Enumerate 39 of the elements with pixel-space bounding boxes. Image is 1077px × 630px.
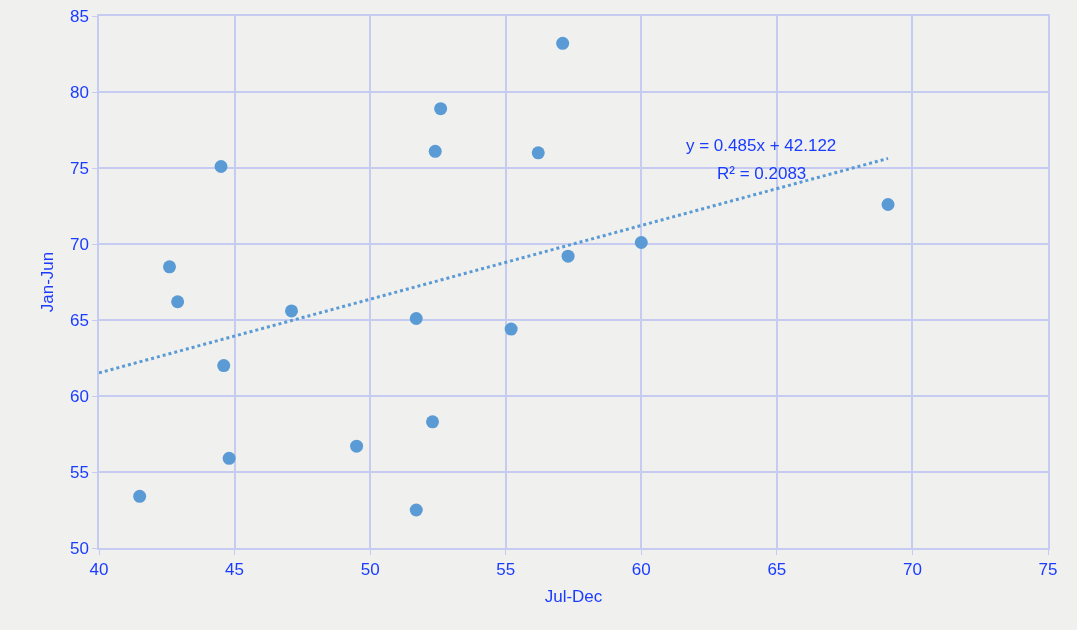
point (426, 415, 440, 429)
x-tick-label: 60 (631, 560, 651, 580)
y-tick-label: 75 (69, 158, 89, 178)
point (434, 102, 448, 116)
x-tick-label: 70 (902, 560, 922, 580)
y-tick-label: 65 (69, 310, 89, 330)
point (350, 439, 364, 453)
x-tick-label: 45 (225, 560, 245, 580)
point (163, 260, 176, 274)
x-tick-label: 50 (360, 560, 380, 580)
point (561, 249, 575, 263)
point (634, 235, 648, 249)
annotation: R² = 0.2083 (717, 164, 807, 183)
y-axis-title: Jan-Jun (37, 251, 57, 313)
x-axis-title: Jul-Dec (544, 587, 603, 607)
x-tick-label: 55 (496, 560, 516, 580)
x-tick-label: 75 (1038, 560, 1058, 580)
point (881, 197, 895, 211)
y-tick-label: 70 (69, 234, 89, 254)
point (409, 311, 423, 325)
y-tick-label: 50 (69, 538, 89, 558)
y-tick-label: 55 (69, 462, 89, 482)
annotation: y = 0.485x + 42.122 (686, 136, 837, 155)
y-tick-label: 60 (69, 386, 89, 406)
point (531, 146, 545, 160)
x-tick-label: 65 (767, 560, 787, 580)
point (285, 304, 299, 318)
point (556, 36, 570, 50)
point (222, 451, 236, 465)
point (217, 359, 231, 373)
point (428, 144, 442, 158)
point (133, 489, 147, 503)
y-tick-label: 80 (69, 82, 89, 102)
point (409, 503, 423, 517)
y-tick-label: 85 (69, 6, 89, 26)
point (504, 322, 518, 336)
point (171, 295, 185, 309)
point (214, 159, 228, 173)
x-tick-label: 40 (89, 560, 109, 580)
